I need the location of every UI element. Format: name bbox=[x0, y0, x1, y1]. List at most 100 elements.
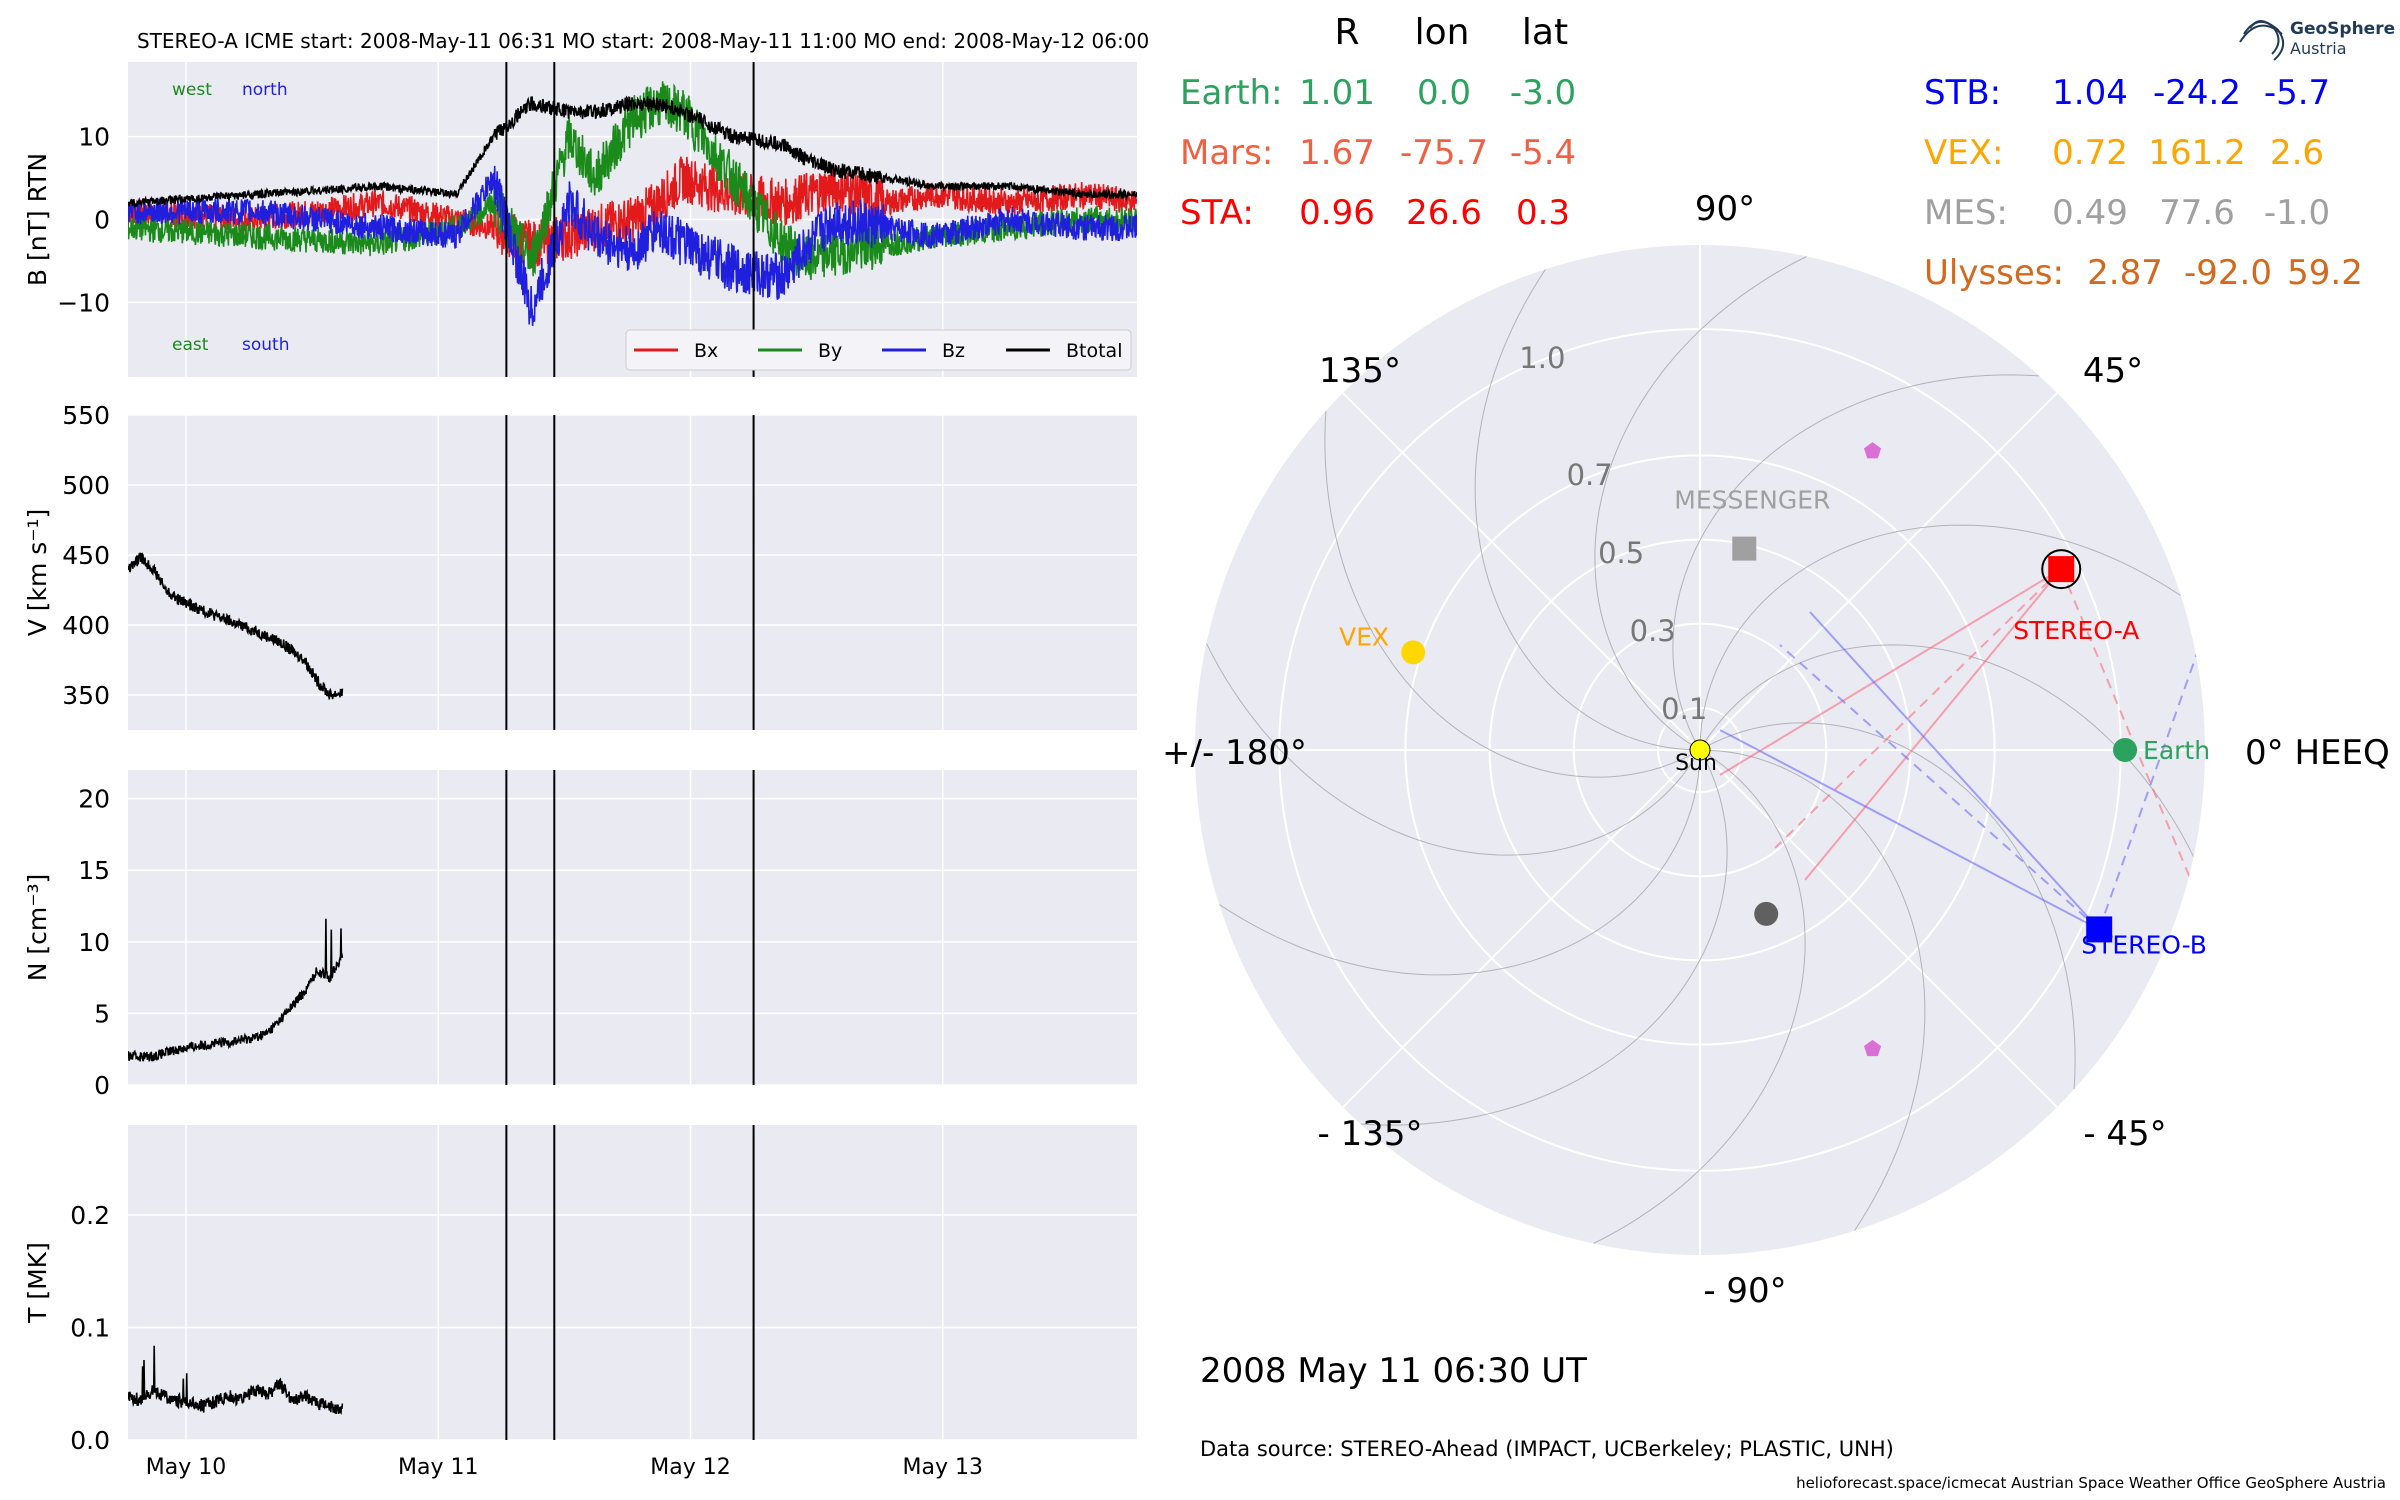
radius-tick-label: 0.7 bbox=[1567, 458, 1613, 492]
position-row-ulysses: Ulysses: 2.87 -92.0 59.2 bbox=[1924, 253, 2363, 293]
legend-box bbox=[625, 329, 1132, 371]
legend-label-Bz: Bz bbox=[942, 340, 965, 362]
position-row-mes: MES: 0.49 77.6 -1.0 bbox=[1924, 193, 2330, 233]
spacecraft-marker bbox=[1754, 901, 1779, 926]
legend-label-Bx: Bx bbox=[694, 340, 718, 362]
position-row-mars: Mars: 1.67 -75.7 -5.4 bbox=[1180, 133, 1576, 173]
angle-label: 45° bbox=[2083, 351, 2143, 391]
table-header-R: R bbox=[1334, 12, 1359, 53]
geosphere-logo: GeoSphere Austria bbox=[2239, 19, 2395, 61]
position-lat: -3.0 bbox=[1510, 73, 1576, 113]
y-tick-label: 0.1 bbox=[70, 1314, 110, 1343]
position-row-earth: Earth: 1.01 0.0 -3.0 bbox=[1180, 73, 1576, 113]
messenger-label: MESSENGER bbox=[1674, 486, 1830, 515]
angle-label: - 45° bbox=[2083, 1114, 2166, 1154]
stereo-b-marker bbox=[2086, 916, 2113, 943]
panel-background bbox=[128, 415, 1137, 730]
radius-tick-label: 0.1 bbox=[1661, 692, 1707, 726]
panel-background bbox=[128, 770, 1137, 1085]
position-row-sta: STA: 0.96 26.6 0.3 bbox=[1180, 193, 1570, 233]
position-r: 0.72 bbox=[2052, 133, 2128, 173]
y-axis-label: B [nT] RTN bbox=[23, 153, 52, 286]
parker-spiral-line bbox=[1594, 255, 1807, 751]
logo-line2: Austria bbox=[2290, 39, 2347, 58]
sun-label: Sun bbox=[1675, 751, 1717, 776]
polar-ring bbox=[1656, 706, 1744, 794]
y-axis-label: V [km s⁻¹] bbox=[23, 509, 52, 637]
annotation-south: south bbox=[242, 335, 289, 355]
earth-marker bbox=[2113, 738, 2138, 762]
sta-fov-line bbox=[1719, 568, 2062, 776]
y-axis-label: T [MK] bbox=[23, 1242, 52, 1324]
angle-label: +/- 180° bbox=[1162, 733, 1307, 773]
logo-mark-icon bbox=[2239, 20, 2285, 61]
y-tick-label: 0.0 bbox=[70, 1426, 110, 1455]
y-tick-label: 5 bbox=[94, 999, 110, 1028]
position-lat: 59.2 bbox=[2287, 253, 2363, 293]
footer-credits: helioforecast.space/icmecat Austrian Spa… bbox=[1796, 1474, 2386, 1492]
panel-V: 550 500 450 400 350 V [km s⁻¹] bbox=[23, 401, 1137, 730]
position-name: STA: bbox=[1180, 193, 1254, 233]
sta-fov-line bbox=[2060, 568, 2196, 891]
y-tick-label: 500 bbox=[62, 471, 110, 500]
position-r: 0.96 bbox=[1299, 193, 1375, 233]
parker-spiral-line bbox=[1699, 722, 2076, 1090]
radius-tick-label: 0.5 bbox=[1598, 536, 1644, 570]
parker-spiral-line bbox=[1205, 643, 1701, 856]
y-tick-label: 550 bbox=[62, 401, 110, 430]
series-group bbox=[128, 1345, 344, 1415]
parker-spiral-line bbox=[1218, 749, 1701, 976]
parker-spiral-line bbox=[1360, 749, 1728, 1126]
position-row-stb: STB: 1.04 -24.2 -5.7 bbox=[1924, 73, 2330, 113]
messenger-marker bbox=[1732, 536, 1757, 561]
y-tick-label: 0.2 bbox=[70, 1201, 110, 1230]
logo-line1: GeoSphere bbox=[2290, 19, 2395, 39]
panel-N: 20 15 10 5 0 N [cm⁻³] bbox=[23, 770, 1137, 1100]
angle-label: 135° bbox=[1319, 351, 1401, 391]
stereo-a-highlight-ring bbox=[2041, 549, 2082, 590]
vex-marker bbox=[1401, 640, 1426, 665]
x-tick-label: May 12 bbox=[650, 1455, 730, 1480]
stb-fov-line bbox=[1809, 611, 2100, 931]
position-lon: 0.0 bbox=[1417, 73, 1471, 113]
series-line-Btotal bbox=[128, 95, 1137, 209]
angle-label: - 90° bbox=[1703, 1271, 1786, 1311]
y-axis-label: N [cm⁻³] bbox=[23, 874, 52, 981]
y-tick-label: 15 bbox=[78, 856, 110, 885]
position-row-vex: VEX: 0.72 161.2 2.6 bbox=[1924, 133, 2324, 173]
table-header-lat: lat bbox=[1522, 12, 1568, 53]
position-name: Ulysses: bbox=[1924, 253, 2064, 293]
parker-spiral-line bbox=[1672, 374, 2040, 751]
position-name: MES: bbox=[1924, 193, 2008, 233]
position-lon: 161.2 bbox=[2148, 133, 2245, 173]
polar-inner bbox=[1195, 245, 2205, 1255]
y-tick-label: 0 bbox=[94, 1071, 110, 1100]
position-lat: -1.0 bbox=[2264, 193, 2330, 233]
annotation-east: east bbox=[172, 335, 209, 355]
position-r: 2.87 bbox=[2087, 253, 2163, 293]
timestamp: 2008 May 11 06:30 UT bbox=[1200, 1351, 1587, 1391]
x-tick-label: May 10 bbox=[146, 1455, 226, 1480]
table-header-lon: lon bbox=[1415, 12, 1470, 53]
position-lat: -5.7 bbox=[2264, 73, 2330, 113]
panel-T: 0.2 0.1 0.0 T [MK] May 10 May 11 May 12 May 13 bbox=[23, 1125, 1137, 1480]
series-line-T bbox=[128, 1345, 344, 1415]
series-group bbox=[128, 551, 344, 700]
parker-spiral-line bbox=[1593, 749, 1806, 1245]
angle-label: - 135° bbox=[1318, 1114, 1423, 1154]
figure-title: STEREO-A ICME start: 2008-May-11 06:31 M… bbox=[137, 29, 1149, 53]
position-name: Earth: bbox=[1180, 73, 1283, 113]
radius-tick-label: 1.0 bbox=[1519, 341, 1565, 375]
orbit-polar-plot: 0.1 0.3 0.5 0.7 1.0 STEREO-A STEREO-B Earth VEX M… bbox=[1162, 189, 2390, 1311]
position-name: VEX: bbox=[1924, 133, 2004, 173]
angle-label: 0° HEEQ bbox=[2245, 733, 2390, 773]
annotation-north: north bbox=[242, 80, 288, 100]
series-line-V bbox=[128, 551, 344, 700]
stereo-a-marker bbox=[2048, 556, 2075, 583]
polar-ring bbox=[1572, 622, 1828, 878]
stb-fov-line bbox=[1779, 644, 2100, 931]
sta-fov-line bbox=[1804, 568, 2063, 881]
stereo-b-label: STEREO-B bbox=[2081, 930, 2207, 959]
position-r: 1.04 bbox=[2052, 73, 2128, 113]
series-group bbox=[128, 81, 1137, 326]
